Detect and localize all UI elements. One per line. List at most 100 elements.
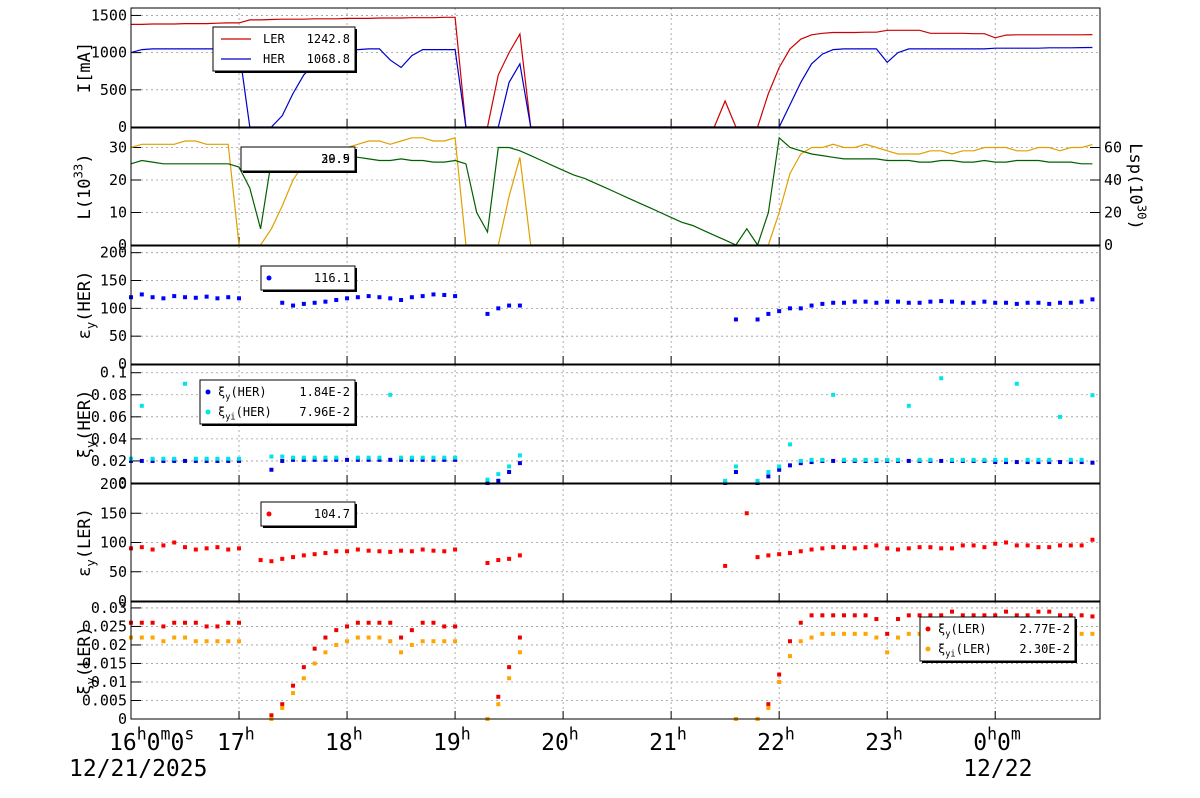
label-part: ): [75, 154, 95, 164]
point: [1014, 613, 1019, 618]
point: [971, 300, 976, 305]
point: [507, 665, 512, 670]
label-part: 30: [1135, 205, 1149, 220]
point: [852, 613, 857, 618]
point: [1047, 609, 1052, 614]
y-tick-label: 50: [109, 327, 127, 345]
y-tick-label: 0.02: [91, 452, 127, 470]
y-tick-label: 0: [118, 355, 127, 373]
point: [442, 457, 447, 462]
point: [323, 457, 328, 462]
point: [1004, 460, 1009, 465]
point: [139, 403, 144, 408]
y2-tick-label: 60: [1104, 139, 1122, 157]
point: [431, 292, 436, 297]
point: [1079, 460, 1084, 465]
point: [928, 457, 933, 462]
panel-frame: [130, 601, 1101, 720]
point: [777, 552, 782, 557]
legend-label: LER: [263, 32, 285, 46]
label-part: ξ: [75, 448, 95, 458]
label-part: ξ: [218, 385, 225, 399]
label-part: Lsp(10: [1125, 143, 1145, 204]
point: [1079, 299, 1084, 304]
point: [496, 694, 501, 699]
point: [215, 296, 220, 301]
point: [399, 650, 404, 655]
point: [733, 317, 738, 322]
panel-frame: [130, 7, 1101, 128]
point: [993, 460, 998, 465]
point: [809, 547, 814, 552]
point: [777, 464, 782, 469]
panel-frame: [130, 483, 1101, 602]
point: [161, 624, 166, 629]
point: [982, 545, 987, 550]
label-part: h: [461, 725, 471, 744]
point: [485, 477, 490, 482]
y-tick-label: 0.04: [91, 430, 127, 448]
label-part: h: [987, 725, 997, 744]
point: [496, 558, 501, 563]
point: [723, 478, 728, 483]
point: [193, 620, 198, 625]
point: [517, 635, 522, 640]
point: [399, 455, 404, 460]
y-tick-label: 10: [109, 204, 127, 222]
y2-tick-label: 40: [1104, 171, 1122, 189]
point: [885, 631, 890, 636]
point: [183, 381, 188, 386]
point: [787, 442, 792, 447]
point: [1025, 460, 1030, 465]
point: [798, 306, 803, 311]
label-part: ε: [75, 329, 95, 339]
y2-axis-label: Lsp(1030): [1125, 143, 1149, 229]
point: [215, 624, 220, 629]
point: [852, 299, 857, 304]
point: [237, 456, 242, 461]
point: [960, 457, 965, 462]
label-part: (HER): [75, 271, 95, 322]
point: [1025, 543, 1030, 548]
label-part: h: [137, 725, 147, 744]
point: [269, 559, 274, 564]
point: [928, 299, 933, 304]
point: [172, 458, 177, 463]
x-tick-label: 22h: [757, 725, 795, 756]
point: [388, 639, 393, 644]
legend-swatch: [925, 646, 931, 652]
label-part: HER: [263, 52, 285, 66]
point: [831, 613, 836, 618]
y-tick-label: 0: [118, 118, 127, 136]
y-tick-label: 30: [109, 139, 127, 157]
x-tick-label: 16h0m0s: [109, 725, 194, 756]
y-axis-label: ξy(LER): [75, 626, 98, 695]
legend-value: 1242.8: [307, 32, 350, 46]
point: [139, 620, 144, 625]
point: [928, 613, 933, 618]
point: [1036, 460, 1041, 465]
x-tick-label: 20h: [541, 725, 579, 756]
label-part: ε: [75, 567, 95, 577]
point: [507, 469, 512, 474]
point: [507, 303, 512, 308]
point: [442, 292, 447, 297]
point: [334, 297, 339, 302]
point: [885, 457, 890, 462]
point: [950, 609, 955, 614]
point: [334, 642, 339, 647]
legend-value: 116.1: [314, 271, 350, 285]
point: [204, 639, 209, 644]
x-tick-label: 0h0m: [973, 725, 1021, 756]
point: [172, 456, 177, 461]
panel-frame: [130, 364, 1101, 484]
point: [1090, 297, 1095, 302]
label-part: ): [1125, 219, 1145, 229]
point: [280, 556, 285, 561]
label-part: h: [677, 725, 687, 744]
point: [1014, 460, 1019, 465]
